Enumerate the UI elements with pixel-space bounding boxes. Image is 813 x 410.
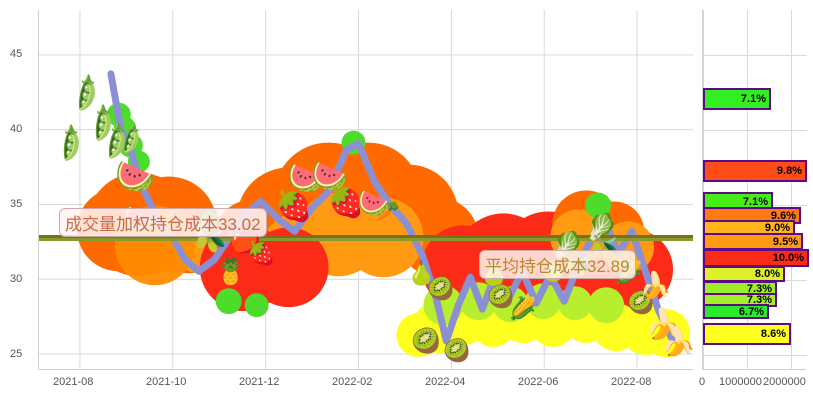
x-tick-3: 2022-02: [332, 376, 373, 388]
volume-bar-label: 9.0%: [764, 222, 790, 234]
y-tick-30: 30: [10, 273, 23, 285]
vol-tick-2: 2000000: [763, 376, 806, 388]
volume-weighted-cost-line: [39, 235, 693, 238]
volume-bar[interactable]: 9.0%: [703, 220, 795, 236]
x-tick-0: 2021-08: [53, 376, 94, 388]
x-tick-6: 2022-08: [611, 376, 652, 388]
volume-bar[interactable]: 9.5%: [703, 233, 803, 250]
volume-bar-label: 9.8%: [776, 165, 802, 177]
volume-bar-label: 7.1%: [742, 196, 768, 208]
vol-tick-1: 1000000: [719, 376, 762, 388]
volume-bar[interactable]: 8.6%: [703, 323, 791, 345]
y-tick-45: 45: [10, 48, 23, 60]
volume-weighted-cost-label: 成交量加权持仓成本33.02: [59, 208, 267, 237]
volume-bar[interactable]: 9.8%: [703, 160, 807, 182]
volume-bar-label: 10.0%: [772, 252, 804, 264]
volume-bar-label: 8.6%: [760, 328, 786, 340]
volume-bar-label: 7.1%: [740, 93, 766, 105]
volume-bar-label: 9.5%: [772, 235, 798, 248]
y-tick-25: 25: [10, 348, 23, 360]
volume-chart-panel[interactable]: 7.1% 9.8% 7.1% 9.6% 9.0% 9.5% 10.0% 8.0% 7.3% 7.3…: [702, 10, 809, 370]
x-tick-4: 2022-04: [425, 376, 466, 388]
volume-bar[interactable]: 9.6%: [703, 207, 801, 224]
volume-bar-label: 9.6%: [770, 209, 796, 222]
x-tick-2: 2021-12: [239, 376, 280, 388]
volume-bar[interactable]: 10.0%: [703, 249, 809, 267]
y-tick-40: 40: [10, 123, 23, 135]
price-chart-panel[interactable]: 🫛 🫛 🫛 🫛 🫛 🍉 🍉 🥕 🥬 🫒 🍎 🍍 🍓 🍉 🍉 🍓 🍓 🍉 🥕 🍐 …: [38, 10, 693, 370]
volume-bar-label: 7.3%: [746, 294, 772, 306]
volume-bar[interactable]: 7.3%: [703, 293, 777, 307]
vol-tick-0: 0: [699, 376, 706, 388]
average-cost-label: 平均持仓成本32.89: [479, 250, 636, 279]
volume-bar[interactable]: 6.7%: [703, 304, 769, 319]
x-tick-1: 2021-10: [146, 376, 187, 388]
volume-bar-label: 6.7%: [738, 305, 764, 318]
x-tick-5: 2022-06: [518, 376, 559, 388]
volume-bar-label: 7.3%: [746, 282, 772, 295]
volume-bar[interactable]: 7.1%: [703, 88, 771, 110]
volume-bar-label: 8.0%: [754, 268, 780, 280]
y-tick-35: 35: [10, 198, 23, 210]
volume-bar[interactable]: 8.0%: [703, 266, 785, 282]
average-cost-line: [39, 238, 693, 241]
